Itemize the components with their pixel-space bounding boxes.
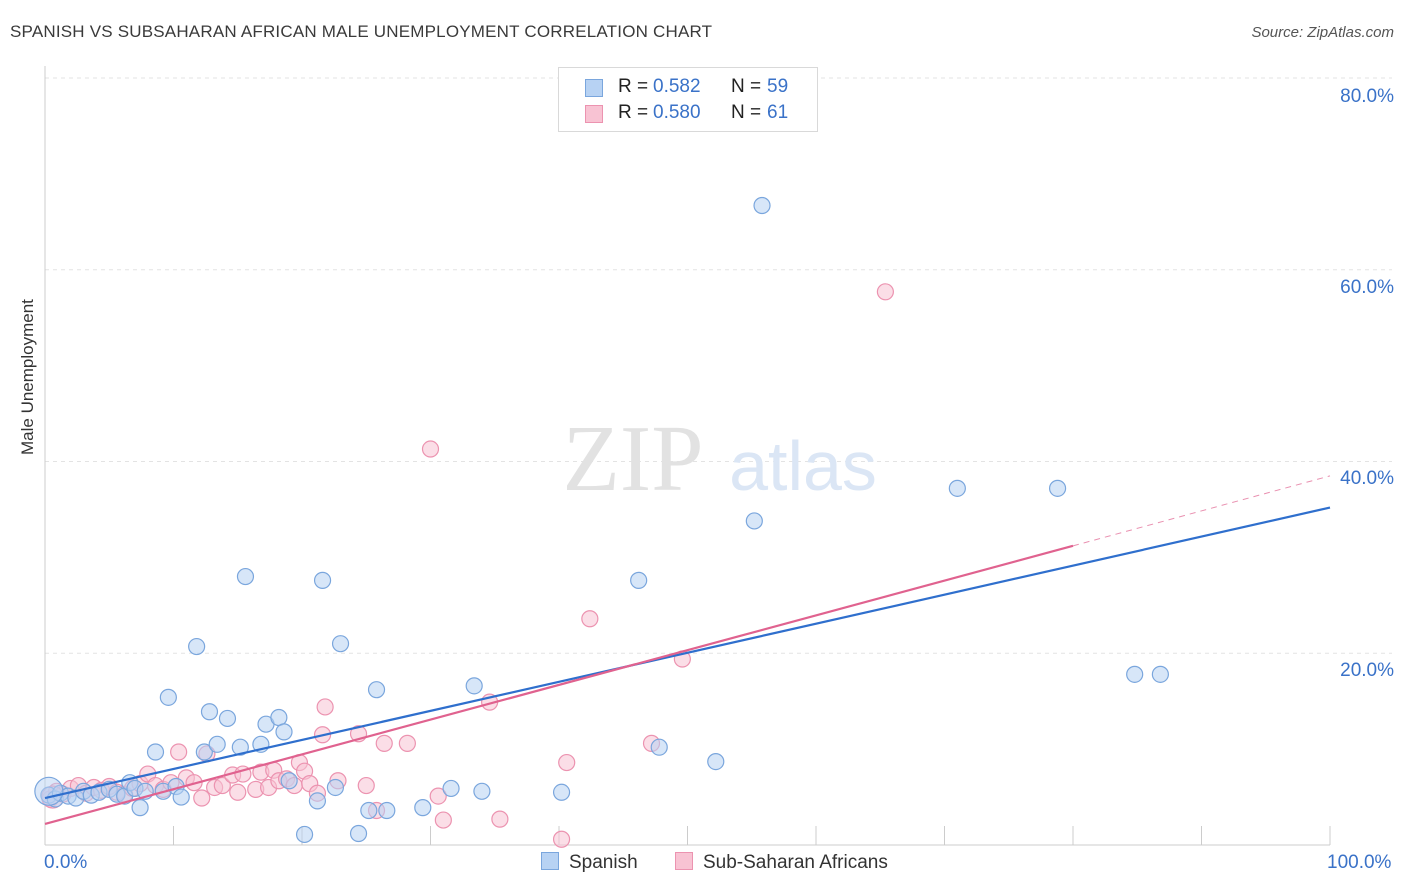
- legend-item-spanish: Spanish: [541, 852, 638, 874]
- spanish-point: [650, 738, 668, 756]
- spanish-point: [414, 799, 432, 817]
- spanish-point: [349, 824, 368, 843]
- spanish-point: [146, 743, 165, 761]
- watermark: ZIP atlas: [563, 407, 877, 511]
- subsaharan-point: [581, 610, 599, 628]
- subsaharan-point: [421, 440, 440, 458]
- subsaharan-points: [41, 283, 894, 848]
- subsaharan-point: [316, 698, 334, 716]
- spanish-point: [172, 788, 190, 806]
- y-tick-20: 20.0%: [1340, 660, 1394, 681]
- spanish-point: [218, 709, 237, 728]
- spanish-point: [745, 512, 763, 530]
- spanish-point: [1151, 665, 1169, 683]
- subsaharan-legend-label: Sub-Saharan Africans: [703, 852, 888, 873]
- spanish-point: [331, 635, 350, 653]
- spanish-r-value: 0.582: [653, 76, 701, 97]
- subsaharan-point: [229, 783, 247, 801]
- spanish-swatch: [585, 79, 603, 97]
- subsaharan-r-value: 0.580: [653, 102, 701, 123]
- spanish-point: [275, 723, 293, 741]
- spanish-point: [295, 825, 314, 844]
- subsaharan-point: [357, 776, 375, 795]
- spanish-point: [195, 743, 213, 761]
- spanish-point: [159, 688, 177, 706]
- spanish-point: [473, 782, 491, 800]
- y-tick-60: 60.0%: [1340, 277, 1394, 298]
- subsaharan-legend-swatch: [675, 852, 693, 870]
- subsaharan-n-label: N =: [731, 102, 762, 123]
- subsaharan-point: [429, 787, 447, 805]
- y-tick-40: 40.0%: [1340, 468, 1394, 489]
- subsaharan-point: [552, 830, 571, 848]
- spanish-point: [465, 677, 483, 695]
- spanish-point: [1048, 479, 1067, 497]
- spanish-trend-line: [44, 506, 1331, 800]
- subsaharan-swatch: [585, 105, 603, 123]
- spanish-point: [552, 783, 571, 801]
- spanish-n-label: N =: [731, 76, 762, 97]
- subsaharan-point: [375, 734, 393, 752]
- trend-lines: [44, 475, 1331, 825]
- subsaharan-r-label: R =: [618, 102, 649, 123]
- subsaharan-point: [491, 810, 509, 828]
- spanish-n-value: 59: [767, 76, 789, 97]
- x-tick-min: 0.0%: [44, 852, 88, 873]
- subsaharan-trend-line: [44, 544, 1074, 825]
- subsaharan-point: [398, 734, 416, 752]
- spanish-point: [630, 571, 648, 589]
- y-axis-label: Male Unemployment: [18, 299, 37, 455]
- spanish-point: [1126, 665, 1144, 683]
- source-credit: Source: ZipAtlas.com: [1251, 24, 1394, 41]
- spanish-point: [280, 772, 298, 790]
- subsaharan-point: [434, 811, 452, 829]
- gridlines: [45, 77, 1392, 654]
- spanish-point: [360, 801, 378, 820]
- spanish-point: [270, 708, 288, 727]
- spanish-point: [34, 776, 64, 806]
- spanish-points: [34, 196, 1169, 844]
- subsaharan-n-value: 61: [767, 102, 789, 123]
- spanish-r-label: R =: [618, 76, 649, 97]
- spanish-point: [753, 196, 771, 215]
- spanish-point: [378, 801, 396, 820]
- watermark-zip: ZIP: [563, 407, 704, 511]
- spanish-point: [208, 735, 226, 753]
- y-tick-80: 80.0%: [1340, 86, 1394, 107]
- spanish-point: [948, 479, 966, 497]
- subsaharan-point: [193, 789, 211, 807]
- watermark-atlas: atlas: [729, 427, 877, 505]
- spanish-legend-label: Spanish: [569, 852, 638, 873]
- spanish-point: [707, 752, 725, 771]
- spanish-point: [313, 571, 332, 589]
- chart-title: SPANISH VS SUBSAHARAN AFRICAN MALE UNEMP…: [10, 22, 713, 41]
- spanish-point: [131, 799, 149, 817]
- spanish-point: [200, 703, 219, 721]
- subsaharan-point: [876, 283, 894, 301]
- legend-item-subsaharan: Sub-Saharan Africans: [675, 852, 888, 874]
- spanish-point: [188, 637, 206, 656]
- spanish-point: [236, 567, 255, 586]
- spanish-point: [367, 681, 386, 699]
- correlation-legend: R = 0.582 N = 59 R = 0.580 N = 61: [558, 67, 818, 132]
- spanish-point: [326, 778, 345, 797]
- spanish-point: [308, 792, 327, 810]
- subsaharan-point: [170, 743, 188, 761]
- x-tick-max: 100.0%: [1327, 852, 1392, 873]
- subsaharan-point: [558, 753, 576, 772]
- spanish-legend-swatch: [541, 852, 559, 870]
- subsaharan-point: [213, 776, 231, 795]
- spanish-point: [231, 738, 249, 756]
- subsaharan-trend-extension: [1072, 475, 1331, 547]
- spanish-point: [442, 779, 460, 798]
